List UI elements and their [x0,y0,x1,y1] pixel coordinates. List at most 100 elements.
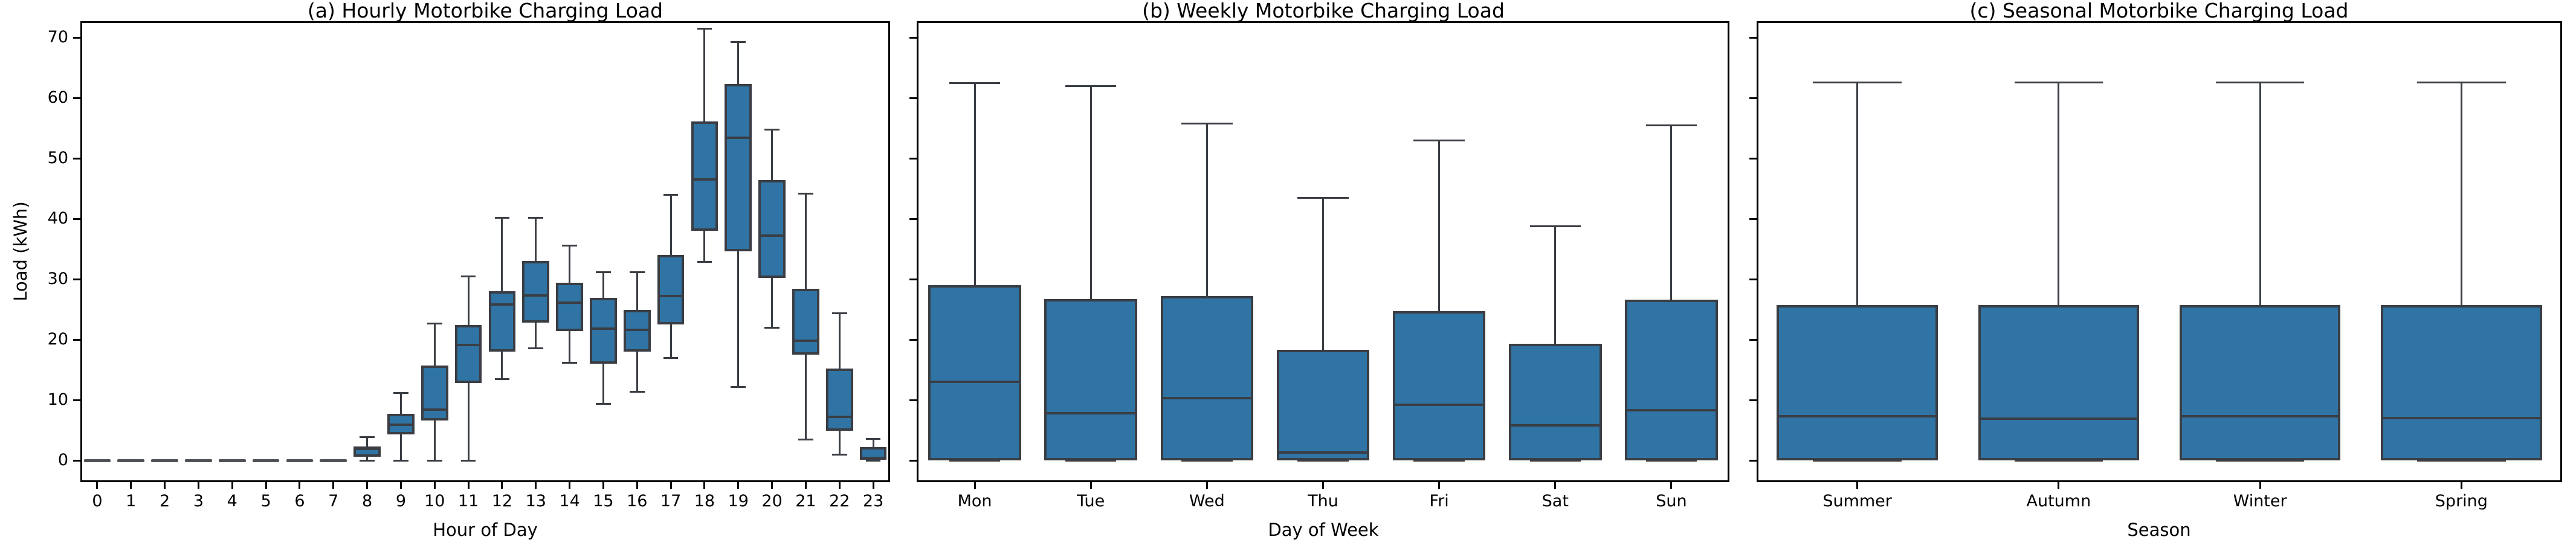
whisker-cap-bottom [460,459,476,462]
median-line [456,344,480,346]
y-tick-label: 20 [47,330,68,349]
median-line [558,301,581,304]
x-tick [2058,482,2060,489]
panel-a-title: (a) Hourly Motorbike Charging Load [307,0,663,22]
box [1777,305,1938,460]
panel-b-xaxis-label: Day of Week [1268,520,1379,540]
x-tick-label: Sun [1656,492,1687,511]
whisker-line-upper [569,245,571,283]
x-tick [130,482,132,489]
y-tick [909,218,917,220]
median-line [355,448,379,450]
y-tick [909,338,917,341]
x-tick-label: 18 [694,492,715,511]
x-tick-label: 5 [260,492,271,511]
median-line [1278,451,1368,454]
whisker-cap-top [1645,124,1697,126]
whisker-cap-top [764,128,780,130]
box [1508,344,1602,460]
box [556,283,583,331]
x-tick-label: Fri [1429,492,1449,511]
whisker-line-upper [838,313,841,369]
whisker-cap-top [949,82,1001,84]
whisker-cap-bottom [865,459,881,462]
y-tick-label: 40 [47,209,68,228]
x-tick [197,482,199,489]
y-tick-label: 30 [47,269,68,288]
x-tick [2259,482,2261,489]
x-tick [973,482,976,489]
whisker-cap-top [1181,122,1233,124]
x-tick-label: Summer [1822,492,1892,511]
x-tick [636,482,638,489]
whisker-line-upper [1438,140,1441,311]
x-tick-label: 11 [457,492,479,511]
whisker-cap-bottom [2417,459,2506,462]
x-tick [1322,482,1324,489]
y-tick [73,97,80,99]
whisker-cap-top [1297,196,1349,199]
whisker-line-lower [838,431,841,454]
x-tick [569,482,571,489]
box [725,84,752,251]
whisker-line-lower [636,352,638,392]
whisker-cap-top [731,40,746,43]
whisker-cap-bottom [949,459,1001,462]
whisker-cap-bottom [1297,459,1349,462]
panel-a-xaxis-label: Hour of Day [433,520,538,540]
x-tick-label: 15 [593,492,614,511]
x-tick [1670,482,1673,489]
box [1276,350,1370,460]
median-line [726,137,751,139]
whisker-line-upper [1206,123,1208,296]
whisker-cap-top [360,436,375,438]
x-tick [332,482,335,489]
whisker-cap-top [663,193,679,196]
x-tick-label: Autumn [2026,492,2091,511]
whisker-cap-bottom [1413,459,1465,462]
panel-a-hourly-plot-area [80,21,890,482]
x-tick [1554,482,1557,489]
x-tick [804,482,807,489]
x-tick [703,482,706,489]
whisker-line-upper [602,272,604,298]
box [2179,305,2341,460]
median-line [524,294,548,297]
x-tick-label: 23 [862,492,884,511]
whisker-cap-top [798,192,813,195]
whisker-cap-top [2417,81,2506,83]
whisker-line-lower [399,434,402,460]
whisker-cap-bottom [1645,459,1697,462]
y-tick [909,399,917,401]
x-tick-label: 10 [424,492,445,511]
y-tick [909,459,917,462]
whisker-line-lower [737,251,740,387]
whisker-line-upper [703,28,706,121]
whisker-cap-bottom [393,459,408,462]
whisker-cap-top [460,275,476,277]
zero-value-dash [83,459,111,462]
box [1044,299,1138,460]
whisker-line-upper [872,439,874,447]
median-line [1162,397,1252,399]
zero-value-dash [117,459,145,462]
median-line [2181,415,2339,417]
y-tick [1749,459,1757,462]
whisker-line-lower [569,331,571,362]
box [454,325,482,383]
whisker-line-lower [804,355,807,439]
x-tick-label: 19 [728,492,749,511]
y-tick [1749,97,1757,99]
x-tick [535,482,537,489]
whisker-cap-top [1065,85,1117,87]
zero-value-dash [185,459,212,462]
whisker-cap-bottom [494,378,510,380]
box [758,180,786,278]
whisker-line-upper [1856,82,1859,305]
whisker-line-upper [1322,198,1324,350]
whisker-line-lower [670,324,672,358]
whisker-cap-top [2014,81,2103,83]
box [825,369,853,431]
whisker-cap-top [865,437,881,440]
whisker-line-upper [366,437,369,446]
